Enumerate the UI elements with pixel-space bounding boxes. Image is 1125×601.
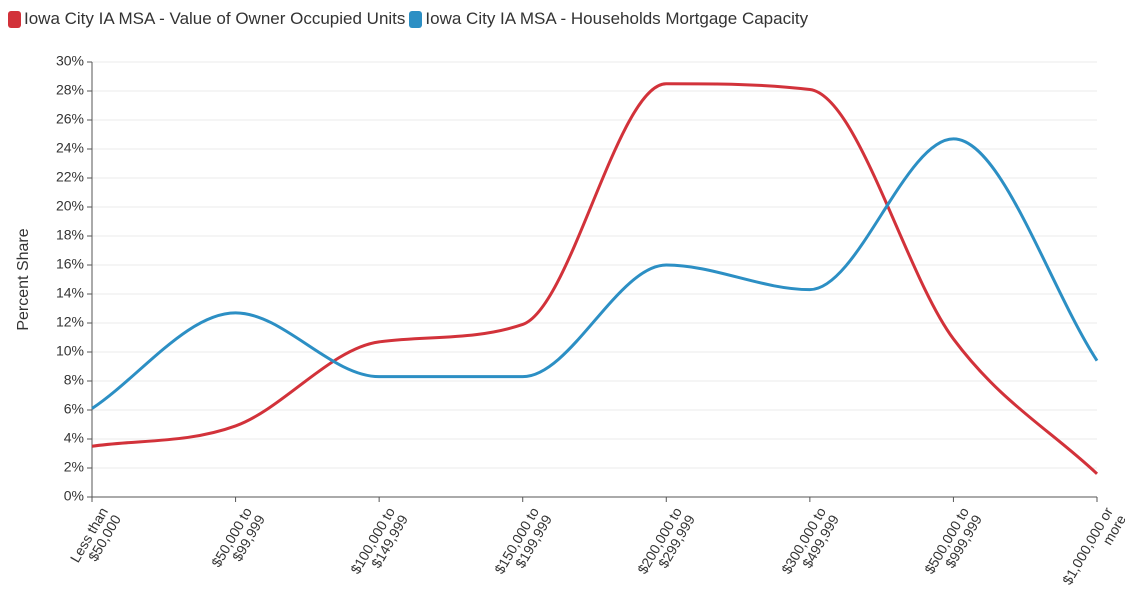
legend-swatch bbox=[8, 10, 21, 28]
legend-swatch bbox=[409, 10, 423, 28]
y-tick-label: 4% bbox=[64, 430, 84, 446]
y-axis-title: Percent Share bbox=[15, 228, 32, 330]
y-tick-label: 14% bbox=[56, 285, 84, 301]
legend-item: Iowa City IA MSA - Households Mortgage C… bbox=[409, 9, 808, 29]
y-tick-label: 0% bbox=[64, 488, 84, 504]
y-tick-label: 20% bbox=[56, 198, 84, 214]
y-tick-label: 8% bbox=[64, 372, 84, 388]
y-tick-label: 6% bbox=[64, 401, 84, 417]
y-tick-label: 28% bbox=[56, 82, 84, 98]
y-tick-label: 22% bbox=[56, 169, 84, 185]
legend-item: Iowa City IA MSA - Value of Owner Occupi… bbox=[8, 9, 405, 29]
y-tick-label: 26% bbox=[56, 111, 84, 127]
series-line bbox=[91, 137, 1099, 410]
y-tick-label: 24% bbox=[56, 140, 84, 156]
legend-label: Iowa City IA MSA - Households Mortgage C… bbox=[425, 9, 809, 28]
y-tick-label: 2% bbox=[64, 459, 84, 475]
series-line bbox=[91, 82, 1099, 475]
y-tick-label: 18% bbox=[56, 227, 84, 243]
y-tick-label: 30% bbox=[56, 53, 84, 69]
y-tick-label: 12% bbox=[56, 314, 84, 330]
y-tick-label: 10% bbox=[56, 343, 84, 359]
y-tick-label: 16% bbox=[56, 256, 84, 272]
legend-label: Iowa City IA MSA - Value of Owner Occupi… bbox=[24, 9, 406, 28]
